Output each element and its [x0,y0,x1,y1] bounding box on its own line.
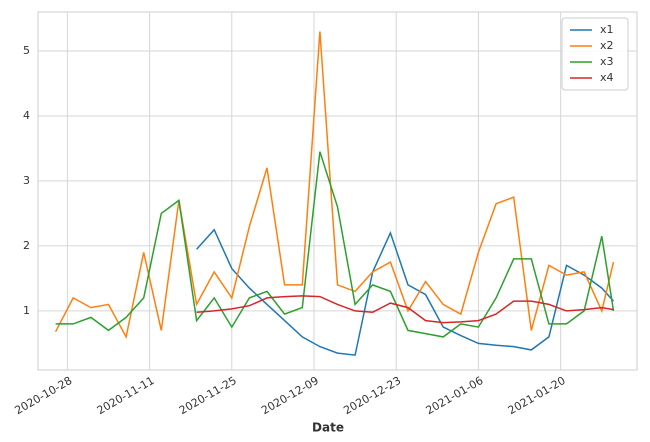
legend-label: x3 [600,55,614,68]
x-tick-label: 2020-10-28 [12,374,74,417]
x-tick-label: 2021-01-06 [424,374,486,417]
x-tick-label: 2020-11-25 [177,374,239,417]
legend-box [561,17,629,91]
x-axis-label: Date [312,421,344,435]
series-line [196,228,615,356]
plot-frame [37,11,638,371]
x-tick-label: 2020-11-11 [95,374,157,417]
legend: x1 x2 x3 x4 [561,17,629,91]
series-line [196,295,614,324]
y-tick-label: 2 [23,239,30,252]
series-line [55,151,615,338]
watermark: https://blog.csdn.net/ChuanShengYang [381,415,614,429]
y-tick-label: 4 [23,109,30,122]
y-tick-label: 5 [23,44,30,57]
y-tick-label: 3 [23,174,30,187]
legend-label: x4 [600,71,614,84]
x-tick-label: 2021-01-20 [506,374,568,417]
legend-label: x1 [600,23,614,36]
series-line [54,31,615,340]
y-tick-label: 1 [23,304,30,317]
legend-label: x2 [600,39,614,52]
x-tick-label: 2020-12-09 [259,374,321,417]
x-tick-label: 2020-12-23 [341,374,403,417]
